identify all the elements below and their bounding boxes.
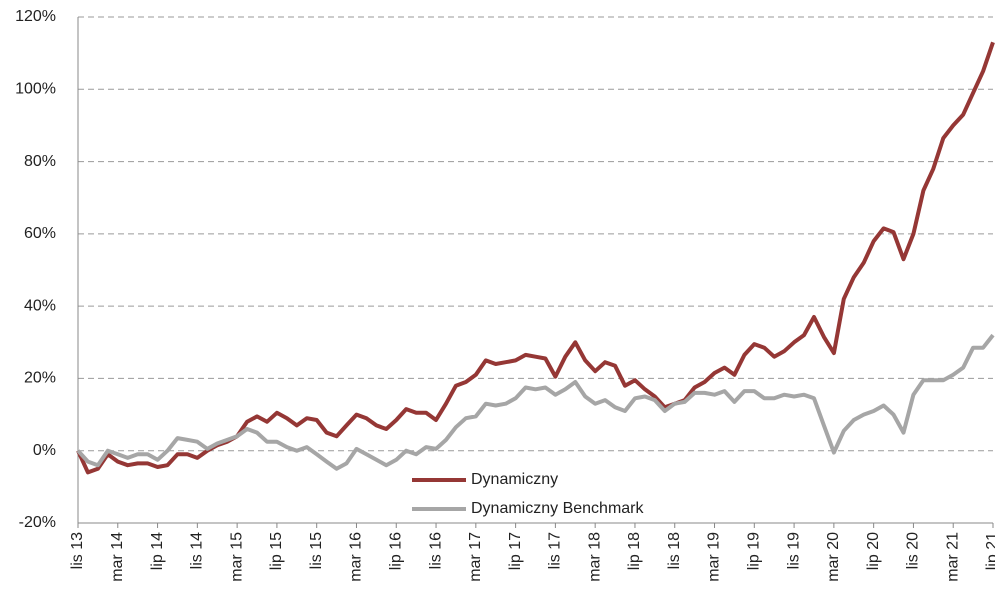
x-tick-label: lip 17	[507, 532, 524, 570]
y-tick-label: 20%	[24, 370, 56, 387]
x-tick-label: lip 20	[865, 532, 882, 570]
x-tick-label: mar 20	[825, 532, 842, 582]
x-tick-label: lip 19	[746, 532, 763, 570]
series-line	[76, 333, 995, 471]
y-tick-label: 0%	[33, 442, 56, 459]
x-tick-label: lip 18	[626, 532, 643, 570]
x-tick-label: mar 17	[467, 532, 484, 582]
x-tick-label: mar 14	[109, 532, 126, 582]
x-tick-label: lis 16	[427, 532, 444, 569]
y-tick-label: 120%	[15, 8, 56, 25]
x-tick-label: lip 14	[149, 532, 166, 570]
x-tick-label: lis 15	[308, 532, 325, 569]
y-tick-label: 100%	[15, 81, 56, 98]
x-tick-label: lis 14	[189, 532, 206, 569]
x-tick-label: lis 13	[69, 532, 86, 569]
y-tick-label: 80%	[24, 153, 56, 170]
y-tick-label: -20%	[19, 514, 56, 531]
x-tick-label: lip 15	[268, 532, 285, 570]
x-tick-label: mar 21	[944, 532, 961, 582]
x-tick-label: mar 19	[706, 532, 723, 582]
series-line	[76, 41, 995, 475]
x-tick-label: lip 16	[387, 532, 404, 570]
x-tick-label: mar 16	[348, 532, 365, 582]
x-tick-label: mar 18	[586, 532, 603, 582]
x-tick-label: lis 18	[666, 532, 683, 569]
legend-label: Dynamiczny	[471, 471, 558, 488]
y-tick-label: 40%	[24, 297, 56, 314]
x-tick-label: lip 21	[984, 532, 995, 570]
x-tick-label: lis 19	[785, 532, 802, 569]
x-tick-label: mar 15	[228, 532, 245, 582]
y-tick-label: 60%	[24, 225, 56, 242]
x-tick-label: lis 17	[547, 532, 564, 569]
legend-label: Dynamiczny Benchmark	[471, 500, 645, 517]
x-tick-label: lis 20	[905, 532, 922, 569]
